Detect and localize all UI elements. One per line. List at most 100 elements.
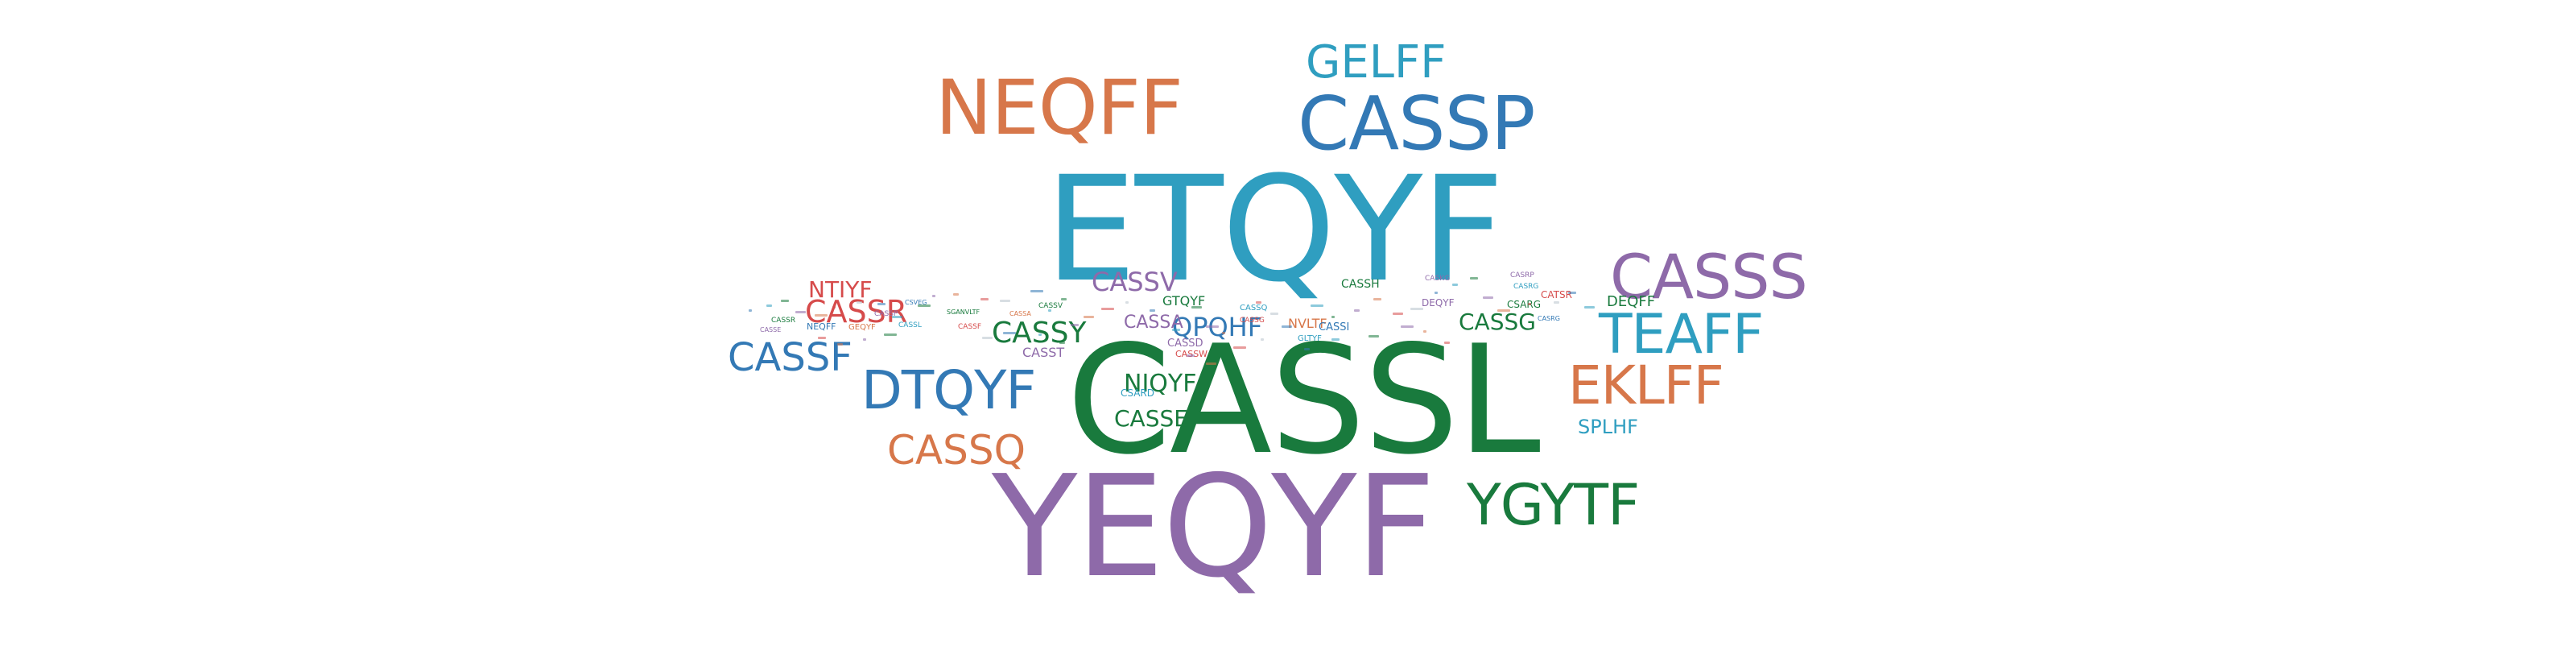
word-cloud-term-21: CASSA bbox=[1124, 313, 1183, 333]
small-term-fragment bbox=[1150, 309, 1155, 312]
word-cloud-term-9: EKLFF bbox=[1568, 354, 1724, 416]
small-term-fragment bbox=[1261, 338, 1264, 341]
word-cloud-term-30: NVLTF bbox=[1288, 316, 1327, 331]
word-cloud-term-42: GEQYF bbox=[848, 323, 876, 332]
word-cloud-term-13: CASSQ bbox=[887, 427, 1026, 474]
small-term-fragment bbox=[918, 304, 931, 307]
small-term-fragment bbox=[1554, 301, 1559, 304]
word-cloud-term-37: CASRP bbox=[1510, 271, 1534, 280]
small-term-fragment bbox=[877, 303, 886, 305]
small-term-fragment bbox=[1061, 298, 1067, 300]
word-cloud-term-1: CASSL bbox=[1067, 313, 1541, 487]
small-term-fragment bbox=[795, 311, 806, 313]
word-cloud-term-10: YGYTF bbox=[1467, 472, 1640, 538]
word-cloud-term-33: CASSH bbox=[1341, 278, 1380, 291]
small-term-fragment bbox=[1410, 308, 1423, 310]
word-cloud-term-35: CSARG bbox=[1507, 299, 1542, 310]
small-term-fragment bbox=[1222, 332, 1225, 334]
word-cloud-term-49: CASSA bbox=[1009, 310, 1031, 317]
word-cloud-term-26: CSARD bbox=[1121, 387, 1155, 399]
small-term-fragment bbox=[1354, 309, 1360, 312]
word-cloud-term-38: CASRG bbox=[1513, 283, 1539, 291]
small-term-fragment bbox=[1206, 362, 1216, 365]
small-term-fragment bbox=[1568, 292, 1576, 294]
small-term-fragment bbox=[1401, 325, 1414, 328]
small-term-fragment bbox=[1528, 303, 1531, 305]
small-term-fragment bbox=[982, 337, 993, 339]
small-term-fragment bbox=[980, 298, 989, 300]
word-cloud-term-2: ETQYF bbox=[1045, 146, 1505, 314]
small-term-fragment bbox=[1071, 324, 1079, 326]
small-term-fragment bbox=[1470, 277, 1478, 280]
small-term-fragment bbox=[749, 309, 752, 312]
word-cloud-term-22: CASSG bbox=[1459, 309, 1536, 335]
word-cloud-term-24: DEQFF bbox=[1607, 293, 1656, 310]
word-cloud-term-40: CASKG bbox=[1425, 275, 1451, 283]
small-term-fragment bbox=[1030, 290, 1043, 292]
word-cloud-term-31: CASSI bbox=[1319, 321, 1350, 333]
word-cloud-term-53: CASSR bbox=[771, 317, 796, 325]
small-term-fragment bbox=[781, 300, 789, 302]
small-term-fragment bbox=[1206, 325, 1219, 328]
small-term-fragment bbox=[1000, 300, 1010, 302]
small-term-fragment bbox=[1191, 306, 1202, 309]
word-cloud-term-15: NTIYF bbox=[808, 276, 873, 303]
small-term-fragment bbox=[1304, 348, 1310, 350]
small-term-fragment bbox=[1270, 313, 1278, 315]
word-cloud-term-29: GTQYF bbox=[1162, 293, 1206, 309]
small-term-fragment bbox=[857, 301, 862, 304]
small-term-fragment bbox=[818, 337, 826, 339]
word-cloud-term-52: CASSE bbox=[760, 326, 782, 333]
word-cloud-term-5: NEQFF bbox=[935, 64, 1183, 152]
small-term-fragment bbox=[1311, 304, 1323, 307]
word-cloud-term-48: CASSL bbox=[898, 321, 922, 329]
small-term-fragment bbox=[1483, 296, 1493, 299]
small-term-fragment bbox=[1282, 325, 1292, 328]
word-cloud-term-19: CASSE bbox=[1114, 405, 1188, 432]
small-term-fragment bbox=[1497, 309, 1510, 312]
word-cloud-term-46: CASSF bbox=[958, 323, 982, 331]
word-cloud-term-23: SPLHF bbox=[1578, 416, 1638, 438]
small-term-fragment bbox=[1101, 308, 1114, 310]
small-term-fragment bbox=[1048, 309, 1051, 312]
small-term-fragment bbox=[892, 316, 902, 318]
word-cloud-term-50: CASSQ bbox=[1240, 304, 1268, 313]
word-cloud-term-4: CASSP bbox=[1298, 81, 1535, 167]
small-term-fragment bbox=[1331, 338, 1340, 341]
small-term-fragment bbox=[932, 295, 935, 297]
word-cloud-term-7: CASSS bbox=[1610, 241, 1808, 313]
word-cloud-term-11: DTQYF bbox=[861, 359, 1036, 421]
small-term-fragment bbox=[1125, 301, 1129, 304]
small-term-fragment bbox=[1423, 330, 1426, 333]
small-term-fragment bbox=[953, 293, 959, 296]
small-term-fragment bbox=[863, 338, 866, 341]
word-cloud-term-41: NEQFF bbox=[807, 321, 836, 332]
word-cloud-term-32: GLTYF bbox=[1298, 334, 1322, 343]
small-term-fragment bbox=[837, 343, 843, 346]
word-cloud-term-45: CSVEG bbox=[905, 299, 927, 306]
word-cloud-term-8: TEAFF bbox=[1599, 303, 1764, 367]
small-term-fragment bbox=[1373, 298, 1381, 300]
small-term-fragment bbox=[1331, 316, 1335, 318]
small-term-fragment bbox=[766, 304, 772, 307]
word-cloud-term-28: CASSD bbox=[1167, 338, 1203, 350]
small-term-fragment bbox=[1233, 346, 1246, 349]
word-cloud-term-47: CASSV bbox=[1038, 302, 1063, 310]
small-term-fragment bbox=[1368, 335, 1379, 338]
word-cloud-term-34: DEQYF bbox=[1422, 297, 1455, 309]
small-term-fragment bbox=[1452, 284, 1458, 286]
word-cloud-term-18: NIQYF bbox=[1124, 370, 1197, 398]
small-term-fragment bbox=[1393, 313, 1403, 315]
word-cloud-term-17: CASSV bbox=[1092, 267, 1178, 297]
small-term-fragment bbox=[1444, 342, 1450, 344]
word-cloud-term-36: CATSR bbox=[1541, 289, 1572, 300]
word-cloud-term-25: CASST bbox=[1022, 345, 1065, 360]
small-term-fragment bbox=[1003, 332, 1016, 334]
small-term-fragment bbox=[1172, 329, 1180, 331]
small-term-fragment bbox=[1038, 333, 1042, 336]
small-term-fragment bbox=[1584, 306, 1595, 309]
small-term-fragment bbox=[1256, 301, 1261, 304]
small-term-fragment bbox=[1084, 316, 1094, 318]
word-cloud-term-39: CASRG bbox=[1538, 315, 1560, 322]
